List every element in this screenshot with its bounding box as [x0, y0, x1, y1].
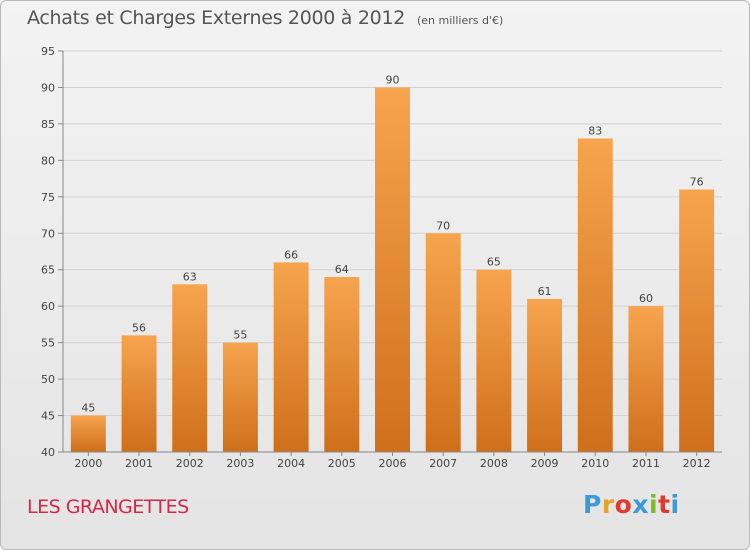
x-tick-label: 2001	[125, 457, 153, 470]
bar	[679, 189, 715, 452]
bar	[577, 138, 613, 452]
bar-value-label: 55	[233, 329, 247, 342]
bar-value-label: 83	[588, 124, 602, 137]
chart-title: Achats et Charges Externes 2000 à 2012	[27, 7, 406, 29]
bar	[375, 87, 410, 453]
logo-letter: x	[632, 490, 649, 519]
x-tick-label: 2007	[429, 457, 457, 470]
place-name: LES GRANGETTES	[27, 496, 189, 518]
y-tick-label: 40	[41, 446, 55, 459]
logo-letter: P	[583, 490, 602, 519]
logo-letter: i	[670, 490, 680, 519]
bar	[425, 233, 461, 452]
y-tick-label: 60	[41, 300, 55, 313]
y-tick-label: 50	[41, 373, 55, 386]
bar-value-label: 63	[183, 270, 197, 283]
bar-value-label: 76	[690, 176, 704, 189]
logo-letter: i	[649, 490, 659, 519]
y-tick-label: 65	[41, 264, 55, 277]
bar-value-label: 65	[487, 256, 501, 269]
y-tick-label: 70	[41, 227, 55, 240]
bar	[527, 298, 563, 452]
bar	[172, 284, 208, 452]
bar-value-label: 64	[335, 263, 349, 276]
x-tick-label: 2008	[480, 457, 508, 470]
y-tick-label: 95	[41, 45, 55, 58]
x-tick-label: 2000	[74, 457, 102, 470]
x-tick-label: 2012	[683, 457, 711, 470]
bar-value-label: 61	[538, 285, 552, 298]
bar-value-label: 66	[284, 248, 298, 261]
bar-value-label: 56	[132, 321, 146, 334]
bar	[121, 335, 157, 452]
bar-value-label: 90	[386, 73, 400, 86]
x-tick-label: 2009	[531, 457, 559, 470]
y-tick-label: 80	[41, 154, 55, 167]
bar-value-label: 60	[639, 292, 653, 305]
bar	[628, 306, 664, 452]
x-tick-label: 2003	[226, 457, 254, 470]
x-tick-label: 2010	[581, 457, 609, 470]
x-tick-label: 2002	[176, 457, 204, 470]
proxiti-logo: Proxiti	[583, 490, 680, 519]
x-tick-label: 2011	[632, 457, 660, 470]
bar-value-label: 70	[436, 219, 450, 232]
logo-letter: t	[658, 490, 671, 519]
logo-letter: o	[614, 490, 633, 519]
y-tick-label: 90	[41, 81, 55, 94]
bar	[324, 277, 360, 452]
bar	[70, 415, 106, 452]
x-tick-label: 2004	[277, 457, 305, 470]
y-tick-label: 55	[41, 337, 55, 350]
y-tick-label: 45	[41, 410, 55, 423]
y-tick-label: 75	[41, 191, 55, 204]
bar	[273, 262, 309, 452]
bar	[476, 269, 512, 452]
logo-letter: r	[601, 490, 615, 519]
x-tick-label: 2006	[379, 457, 407, 470]
bar-value-label: 45	[81, 402, 95, 415]
chart-subtitle: (en milliers d'€)	[417, 14, 504, 27]
x-tick-label: 2005	[328, 457, 356, 470]
y-tick-label: 85	[41, 118, 55, 131]
bar	[222, 342, 258, 452]
